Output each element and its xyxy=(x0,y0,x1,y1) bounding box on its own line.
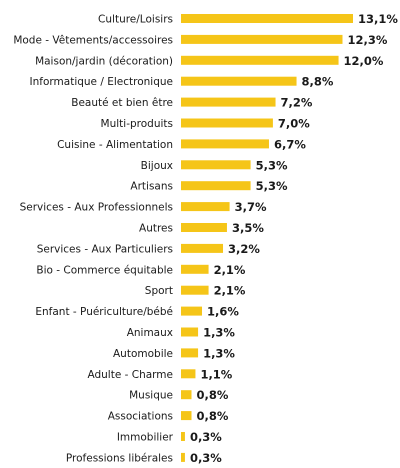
value-label-culture-loisirs: 13,1% xyxy=(358,12,398,26)
bar-adulte-charme xyxy=(181,369,196,379)
bar-mode-vetements-accessoires xyxy=(181,34,343,44)
category-label-bio-commerce-equitable: Bio - Commerce équitable xyxy=(36,264,173,276)
bar-cuisine-alimentation xyxy=(181,139,269,149)
category-label-bijoux: Bijoux xyxy=(141,160,173,172)
category-label-enfant-puericulture-bebe: Enfant - Puériculture/bébé xyxy=(35,306,173,318)
value-label-multi-produits: 7,0% xyxy=(278,117,310,131)
value-label-services-aux-professionnels: 3,7% xyxy=(235,200,267,214)
bar-professions-liberales xyxy=(181,452,185,462)
bar-beaute-et-bien-etre xyxy=(181,97,276,107)
bar-multi-produits xyxy=(181,118,273,128)
bars xyxy=(181,14,353,462)
category-label-autres: Autres xyxy=(139,223,173,235)
value-label-cuisine-alimentation: 6,7% xyxy=(274,137,306,151)
value-label-bijoux: 5,3% xyxy=(256,158,288,172)
category-label-musique: Musique xyxy=(129,390,173,402)
bar-services-aux-particuliers xyxy=(181,243,224,253)
bar-informatique-electronique xyxy=(181,76,297,86)
category-label-automobile: Automobile xyxy=(113,348,173,360)
category-label-sport: Sport xyxy=(145,285,173,297)
bar-enfant-puericulture-bebe xyxy=(181,306,203,316)
category-label-culture-loisirs: Culture/Loisirs xyxy=(98,14,173,26)
value-label-automobile: 1,3% xyxy=(203,346,235,360)
bar-musique xyxy=(181,390,192,400)
category-label-beaute-et-bien-etre: Beauté et bien être xyxy=(71,97,173,109)
value-label-mode-vetements-accessoires: 12,3% xyxy=(347,33,387,47)
category-label-maison-jardin-decoration: Maison/jardin (décoration) xyxy=(35,55,173,67)
category-label-adulte-charme: Adulte - Charme xyxy=(87,369,173,381)
bar-autres xyxy=(181,223,227,232)
category-label-services-aux-professionnels: Services - Aux Professionnels xyxy=(20,202,173,214)
category-label-artisans: Artisans xyxy=(130,181,173,193)
bar-bio-commerce-equitable xyxy=(181,264,209,274)
bar-automobile xyxy=(181,348,199,358)
value-label-services-aux-particuliers: 3,2% xyxy=(228,242,260,256)
value-label-adulte-charme: 1,1% xyxy=(200,367,232,381)
bar-culture-loisirs xyxy=(181,14,353,23)
value-label-associations: 0,8% xyxy=(197,409,229,423)
category-label-informatique-electronique: Informatique / Electronique xyxy=(30,76,173,88)
value-label-maison-jardin-decoration: 12,0% xyxy=(344,54,384,68)
value-label-musique: 0,8% xyxy=(197,388,229,402)
value-label-artisans: 5,3% xyxy=(256,179,288,193)
bar-animaux xyxy=(181,327,199,337)
bar-maison-jardin-decoration xyxy=(181,55,339,65)
bar-sport xyxy=(181,285,209,295)
category-label-mode-vetements-accessoires: Mode - Vêtements/accessoires xyxy=(13,34,173,46)
category-label-immobilier: Immobilier xyxy=(117,432,174,444)
value-label-beaute-et-bien-etre: 7,2% xyxy=(281,96,313,110)
bar-associations xyxy=(181,411,192,421)
value-label-sport: 2,1% xyxy=(214,284,246,298)
value-label-bio-commerce-equitable: 2,1% xyxy=(214,263,246,277)
bar-artisans xyxy=(181,181,251,191)
category-label-services-aux-particuliers: Services - Aux Particuliers xyxy=(37,243,173,255)
category-labels: Culture/Loisirs Mode - Vêtements/accessoi… xyxy=(13,14,173,465)
value-label-enfant-puericulture-bebe: 1,6% xyxy=(207,305,239,319)
bar-services-aux-professionnels xyxy=(181,202,230,212)
value-label-professions-liberales: 0,3% xyxy=(190,451,222,465)
value-labels: 13,1% 12,3% 12,0% 8,8% 7,2% 7,0% 6,7% 5,3% 5,3% 3… xyxy=(190,12,398,465)
value-label-immobilier: 0,3% xyxy=(190,430,222,444)
value-label-informatique-electronique: 8,8% xyxy=(302,75,334,89)
category-label-cuisine-alimentation: Cuisine - Alimentation xyxy=(57,139,173,151)
category-label-associations: Associations xyxy=(108,411,173,423)
bar-immobilier xyxy=(181,432,185,441)
value-label-animaux: 1,3% xyxy=(203,326,235,340)
bar-bijoux xyxy=(181,160,251,170)
category-label-professions-liberales: Professions libérales xyxy=(66,452,173,464)
category-label-multi-produits: Multi-produits xyxy=(101,118,173,130)
value-label-autres: 3,5% xyxy=(232,221,264,235)
category-label-animaux: Animaux xyxy=(127,327,173,339)
